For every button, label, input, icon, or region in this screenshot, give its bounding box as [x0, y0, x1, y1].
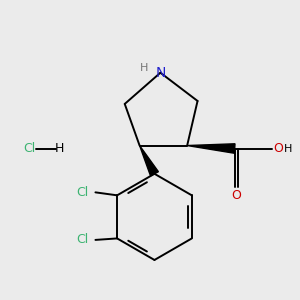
Text: Cl: Cl: [23, 142, 36, 155]
Text: O: O: [273, 142, 283, 155]
Polygon shape: [140, 146, 158, 176]
Text: H: H: [55, 142, 64, 155]
Text: N: N: [155, 66, 166, 80]
Text: Cl: Cl: [76, 186, 89, 199]
Text: Cl: Cl: [76, 233, 89, 246]
Text: H: H: [140, 63, 148, 73]
Text: O: O: [231, 189, 241, 202]
Polygon shape: [187, 144, 235, 153]
Text: H: H: [284, 144, 293, 154]
